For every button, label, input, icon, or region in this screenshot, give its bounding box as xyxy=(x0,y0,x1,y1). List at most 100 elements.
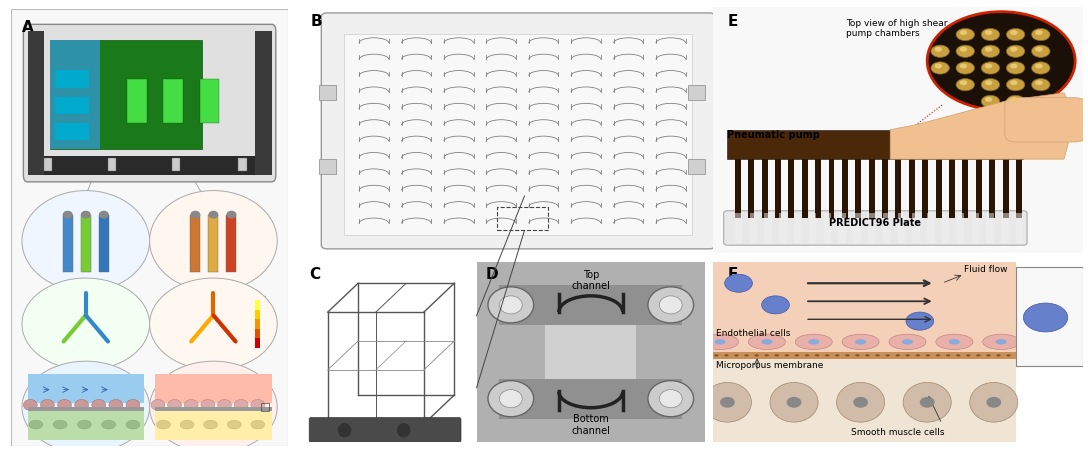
Ellipse shape xyxy=(151,400,165,410)
Bar xyxy=(882,213,890,243)
Bar xyxy=(63,215,73,272)
Bar xyxy=(898,213,905,243)
Circle shape xyxy=(1010,97,1017,102)
Ellipse shape xyxy=(762,296,790,314)
Text: Vᵧ: Vᵧ xyxy=(161,427,165,432)
Ellipse shape xyxy=(126,400,140,410)
Circle shape xyxy=(905,354,910,356)
Ellipse shape xyxy=(75,400,88,410)
Circle shape xyxy=(1010,64,1017,69)
Ellipse shape xyxy=(903,382,951,422)
Ellipse shape xyxy=(149,278,277,370)
Bar xyxy=(50,40,202,149)
Bar xyxy=(942,213,950,243)
Bar xyxy=(923,159,928,218)
Bar xyxy=(190,215,200,272)
Bar xyxy=(255,338,260,348)
Bar xyxy=(789,159,794,218)
Ellipse shape xyxy=(762,339,772,345)
Ellipse shape xyxy=(919,397,935,408)
Ellipse shape xyxy=(251,400,264,410)
Circle shape xyxy=(945,354,950,356)
Bar xyxy=(868,213,876,243)
Bar xyxy=(99,215,109,272)
Ellipse shape xyxy=(77,420,91,429)
Bar xyxy=(728,130,1024,159)
Bar xyxy=(499,285,682,325)
Ellipse shape xyxy=(53,420,67,429)
Bar xyxy=(172,158,181,171)
Text: Vₓ: Vₓ xyxy=(262,296,269,301)
Bar xyxy=(802,159,807,218)
Circle shape xyxy=(805,354,809,356)
Ellipse shape xyxy=(22,278,149,370)
Ellipse shape xyxy=(702,334,739,350)
Ellipse shape xyxy=(715,339,726,345)
Bar xyxy=(127,79,147,123)
Circle shape xyxy=(765,354,769,356)
Bar xyxy=(749,159,754,218)
Circle shape xyxy=(1010,30,1017,35)
Ellipse shape xyxy=(969,382,1018,422)
Bar xyxy=(1001,213,1009,243)
Circle shape xyxy=(876,354,880,356)
Bar xyxy=(1016,213,1024,243)
Bar xyxy=(908,159,915,218)
Circle shape xyxy=(487,381,533,417)
Circle shape xyxy=(836,354,840,356)
Ellipse shape xyxy=(40,400,54,410)
Circle shape xyxy=(659,296,682,314)
Bar xyxy=(255,31,272,175)
Ellipse shape xyxy=(251,420,264,429)
Text: B: B xyxy=(311,14,322,29)
Text: E: E xyxy=(728,14,738,29)
Circle shape xyxy=(815,354,819,356)
Ellipse shape xyxy=(63,211,73,219)
Bar xyxy=(949,159,955,218)
Bar xyxy=(824,213,831,243)
Circle shape xyxy=(1006,28,1025,41)
Ellipse shape xyxy=(157,420,171,429)
Ellipse shape xyxy=(184,400,198,410)
Bar xyxy=(156,411,272,440)
Bar xyxy=(868,159,875,218)
Bar xyxy=(156,374,272,403)
Ellipse shape xyxy=(190,211,200,219)
Ellipse shape xyxy=(149,361,277,451)
Ellipse shape xyxy=(126,420,140,429)
Circle shape xyxy=(784,354,789,356)
Bar xyxy=(255,300,260,309)
Circle shape xyxy=(794,354,800,356)
Bar xyxy=(319,85,336,100)
Circle shape xyxy=(1031,62,1050,74)
Ellipse shape xyxy=(234,400,248,410)
Bar xyxy=(972,213,979,243)
Bar xyxy=(55,123,88,140)
Bar xyxy=(50,40,100,149)
Ellipse shape xyxy=(808,339,819,345)
Polygon shape xyxy=(890,93,1075,159)
Ellipse shape xyxy=(29,420,42,429)
Ellipse shape xyxy=(181,420,194,429)
Ellipse shape xyxy=(889,334,926,350)
Circle shape xyxy=(725,354,729,356)
Bar xyxy=(750,213,757,243)
Ellipse shape xyxy=(853,397,868,408)
Bar xyxy=(976,159,981,218)
Ellipse shape xyxy=(725,274,753,292)
Text: D: D xyxy=(485,267,498,282)
Circle shape xyxy=(981,45,1000,57)
Bar xyxy=(794,213,802,243)
Bar xyxy=(156,407,272,411)
Ellipse shape xyxy=(149,191,277,291)
Bar xyxy=(545,298,636,406)
Ellipse shape xyxy=(209,211,219,219)
Ellipse shape xyxy=(227,420,242,429)
Bar xyxy=(199,79,219,123)
FancyBboxPatch shape xyxy=(23,24,276,182)
Ellipse shape xyxy=(81,211,90,219)
Circle shape xyxy=(985,64,992,69)
Bar xyxy=(927,213,935,243)
Circle shape xyxy=(1035,47,1042,52)
Ellipse shape xyxy=(837,382,885,422)
